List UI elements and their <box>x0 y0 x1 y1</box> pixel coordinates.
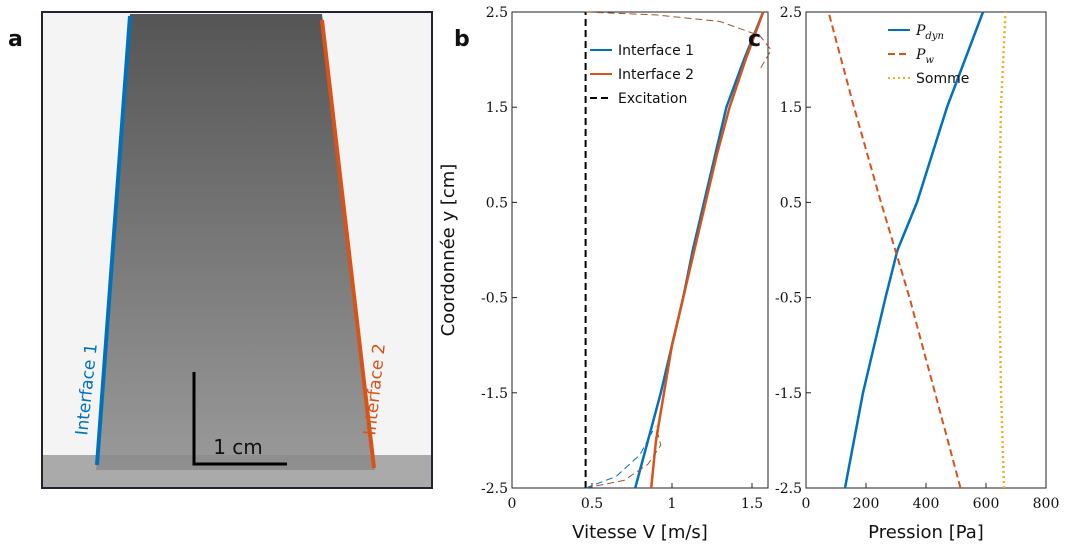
legend-label: Pw <box>915 47 934 66</box>
y-tick-label: 1.5 <box>486 100 508 116</box>
y-tick-label: -1.5 <box>775 386 802 402</box>
x-tick-label: 0 <box>802 496 811 512</box>
y-tick-label: 1.5 <box>780 100 802 116</box>
scale-label: 1 cm <box>213 435 263 459</box>
y-tick-label: -0.5 <box>775 291 802 307</box>
series-line <box>998 11 1007 489</box>
y-tick-label: 0.5 <box>486 195 508 211</box>
legend-subscript: dyn <box>925 31 944 42</box>
panel-label: a <box>8 27 23 52</box>
series-line <box>827 11 962 489</box>
series-line <box>585 430 654 489</box>
legend-label: Excitation <box>618 91 687 107</box>
legend-name: Excitation <box>618 91 687 107</box>
interface-line <box>320 19 376 469</box>
legend-name: Interface 1 <box>618 43 694 59</box>
x-tick-label: 200 <box>853 496 880 512</box>
plot-frame <box>511 11 769 489</box>
panel-label: c <box>748 27 761 52</box>
x-tick-label: 0.5 <box>581 496 603 512</box>
y-tick-label: 2.5 <box>486 5 508 21</box>
x-tick-label: 1 <box>668 496 677 512</box>
floor <box>43 455 431 487</box>
y-tick-label: -2.5 <box>775 481 802 497</box>
y-tick-label: -1.5 <box>481 386 508 402</box>
x-tick-label: 800 <box>1033 496 1060 512</box>
series-line <box>843 11 985 489</box>
jet <box>96 14 375 470</box>
y-tick-label: 0.5 <box>780 195 802 211</box>
x-tick-label: 400 <box>913 496 940 512</box>
interface-line <box>95 15 132 466</box>
legend-name: P <box>915 23 926 39</box>
y-axis-label: Coordonnée y [cm] <box>438 164 459 337</box>
x-tick-label: 0 <box>508 496 517 512</box>
x-axis-label: Vitesse V [m/s] <box>572 522 708 543</box>
y-tick-label: -0.5 <box>481 291 508 307</box>
scale-bar <box>192 372 287 466</box>
legend-label: Pdyn <box>915 23 944 42</box>
x-tick-label: 600 <box>973 496 1000 512</box>
photo: Interface 1 Interface 2 1 cm a <box>8 11 433 489</box>
legend-subscript: w <box>925 55 934 66</box>
legend-name: Somme <box>916 71 969 87</box>
series-line <box>585 425 662 489</box>
legend-name: P <box>915 47 926 63</box>
legend-label: Interface 1 <box>618 43 694 59</box>
series-line <box>649 11 765 489</box>
y-tick-label: -2.5 <box>481 481 508 497</box>
series-line <box>633 11 765 489</box>
y-tick-label: 2.5 <box>780 5 802 21</box>
x-tick-label: 1.5 <box>741 496 763 512</box>
legend-label: Somme <box>916 71 969 87</box>
legend-label: Interface 2 <box>618 67 694 83</box>
series-line <box>585 11 772 70</box>
x-axis-label: Pression [Pa] <box>868 522 984 543</box>
panel-label: b <box>454 27 470 52</box>
legend-name: Interface 2 <box>618 67 694 83</box>
